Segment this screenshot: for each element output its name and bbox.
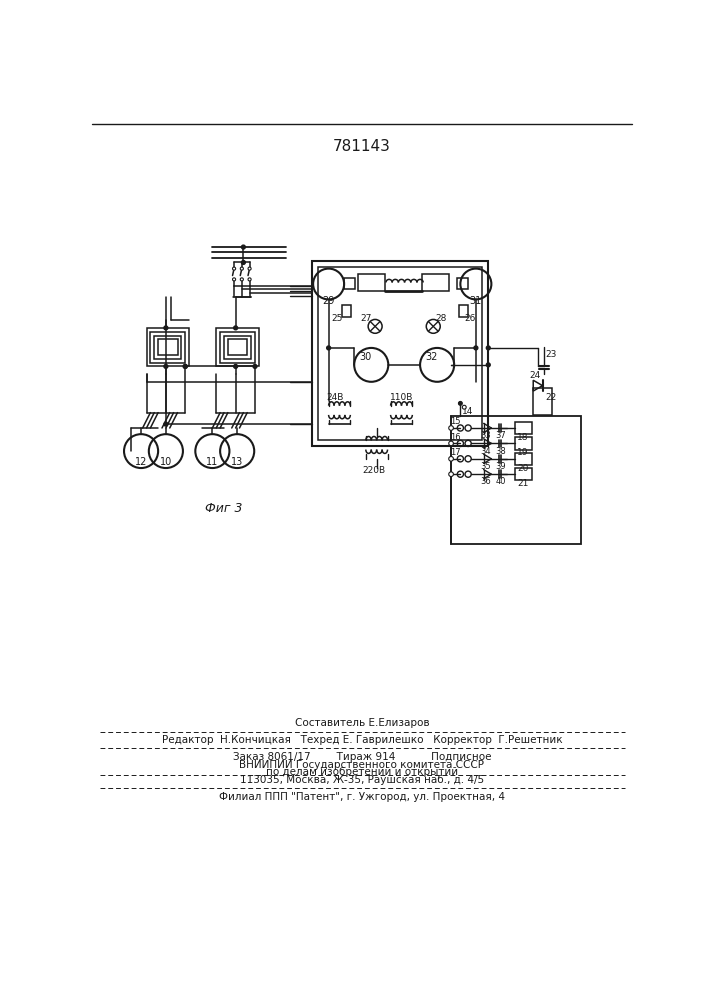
Circle shape (233, 278, 235, 281)
Text: 39: 39 (496, 462, 506, 471)
Bar (515, 422, 532, 434)
Text: ВНИИПИИ Государственного комитета СССР: ВНИИПИИ Государственного комитета СССР (240, 760, 484, 770)
Text: 37: 37 (496, 431, 506, 440)
Text: 29: 29 (322, 296, 335, 306)
Text: 10: 10 (160, 457, 172, 467)
Bar (216, 328, 259, 366)
Text: 24В: 24В (326, 393, 344, 402)
Bar (154, 336, 182, 359)
Circle shape (462, 405, 466, 409)
Circle shape (449, 441, 453, 446)
Text: 25: 25 (332, 314, 343, 323)
Circle shape (253, 364, 257, 368)
Text: 36: 36 (480, 477, 491, 486)
Text: Фиг 3: Фиг 3 (205, 502, 243, 515)
Bar (344, 278, 355, 289)
Text: 13: 13 (231, 457, 243, 467)
Circle shape (449, 472, 453, 477)
Text: Филиал ППП "Патент", г. Ужгород, ул. Проектная, 4: Филиал ППП "Патент", г. Ужгород, ул. Про… (219, 792, 505, 802)
Text: 28: 28 (436, 314, 447, 323)
Circle shape (241, 261, 245, 264)
Bar (224, 336, 251, 359)
Bar (312, 261, 489, 446)
Circle shape (486, 363, 490, 367)
Bar (459, 305, 468, 317)
Circle shape (164, 422, 168, 426)
Text: 113035, Москва, Ж-35, Раушская наб., д. 4/5: 113035, Москва, Ж-35, Раушская наб., д. … (240, 775, 484, 785)
Bar (317, 267, 482, 440)
Bar (158, 339, 177, 355)
Text: 12: 12 (135, 457, 147, 467)
Circle shape (183, 364, 187, 368)
Circle shape (183, 364, 187, 368)
Bar (341, 305, 351, 317)
Text: 32: 32 (426, 352, 438, 362)
Text: 34: 34 (480, 447, 491, 456)
Text: 18: 18 (518, 433, 529, 442)
Text: 14: 14 (462, 407, 474, 416)
Text: Редактор  Н.Кончицкая   Техред Е. Гаврилешко   Корректор  Г.Решетник: Редактор Н.Кончицкая Техред Е. Гаврилешк… (162, 735, 562, 745)
Bar (515, 468, 532, 480)
Circle shape (233, 267, 235, 270)
Circle shape (240, 278, 243, 281)
Circle shape (241, 245, 245, 249)
Text: 16: 16 (450, 433, 461, 442)
Text: 23: 23 (545, 350, 556, 359)
Text: 30: 30 (360, 352, 372, 362)
Text: 35: 35 (480, 462, 491, 471)
Circle shape (458, 401, 462, 405)
Text: 24: 24 (529, 371, 540, 380)
Text: 15: 15 (450, 417, 461, 426)
Bar (146, 328, 189, 366)
Circle shape (164, 364, 168, 368)
Circle shape (234, 364, 238, 368)
Circle shape (240, 267, 243, 270)
Circle shape (164, 326, 168, 330)
Bar (220, 332, 255, 363)
Circle shape (449, 456, 453, 461)
Text: 220В: 220В (362, 466, 385, 475)
Bar (515, 453, 532, 465)
Circle shape (449, 426, 453, 430)
Text: 21: 21 (518, 479, 529, 488)
Text: 38: 38 (496, 447, 506, 456)
Bar (533, 388, 552, 415)
Text: 17: 17 (450, 448, 461, 457)
Text: 40: 40 (496, 477, 506, 486)
Bar (358, 274, 385, 291)
Text: 11: 11 (206, 457, 218, 467)
Text: 20: 20 (518, 464, 529, 473)
Circle shape (234, 326, 238, 330)
Text: 26: 26 (464, 314, 475, 323)
Circle shape (248, 267, 251, 270)
Text: 27: 27 (360, 314, 371, 323)
Bar (451, 416, 581, 544)
Text: 781143: 781143 (333, 139, 391, 154)
Bar (151, 332, 185, 363)
Bar (515, 437, 532, 450)
Bar (421, 274, 449, 291)
Text: 33: 33 (480, 431, 491, 440)
Circle shape (486, 346, 490, 350)
Circle shape (474, 346, 478, 350)
Circle shape (327, 346, 331, 350)
Text: Составитель Е.Елизаров: Составитель Е.Елизаров (295, 718, 429, 728)
Text: 31: 31 (469, 296, 482, 306)
Text: 22: 22 (545, 393, 556, 402)
Text: 19: 19 (518, 448, 529, 457)
Bar (228, 339, 247, 355)
Text: Заказ 8061/17        Тираж 914           Подписное: Заказ 8061/17 Тираж 914 Подписное (233, 752, 491, 762)
Circle shape (248, 278, 251, 281)
Text: по делам изобретений и открытий: по делам изобретений и открытий (266, 767, 458, 777)
Bar (457, 278, 468, 289)
Text: 110В: 110В (390, 393, 413, 402)
